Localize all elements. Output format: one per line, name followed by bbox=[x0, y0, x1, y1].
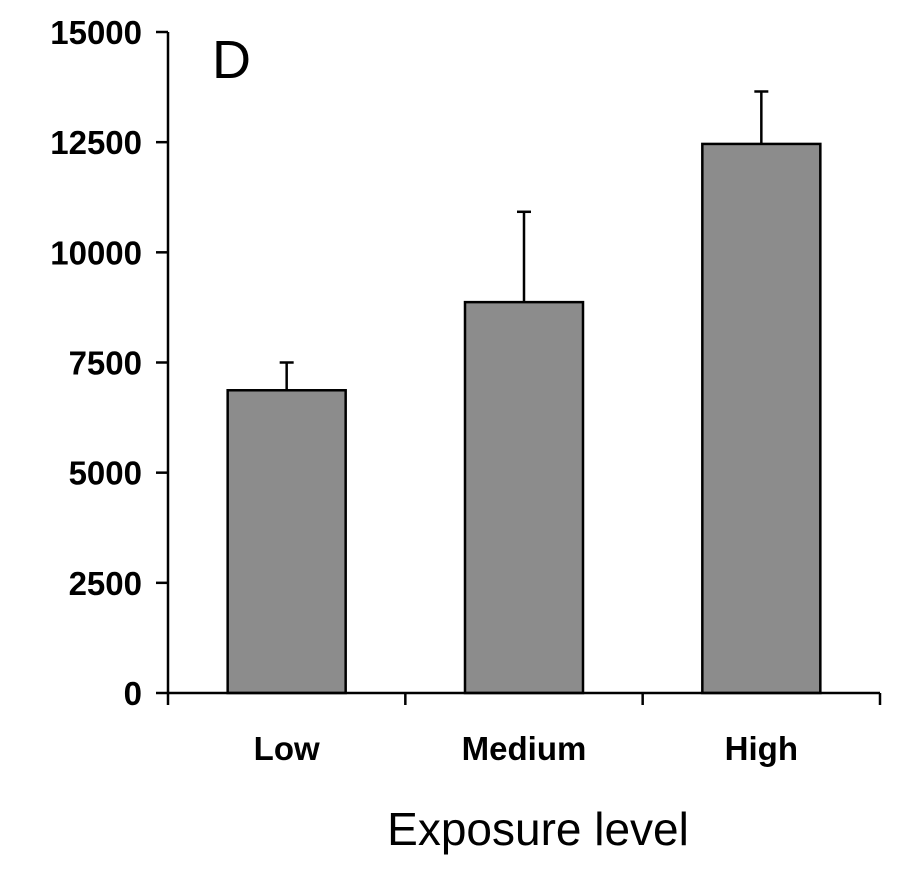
y-tick-label: 10000 bbox=[50, 234, 142, 271]
y-ticks: 0 2500 5000 7500 10000 12500 15000 bbox=[50, 14, 168, 712]
x-category-label: High bbox=[725, 730, 798, 767]
y-tick-label: 2500 bbox=[69, 565, 142, 602]
bar-low bbox=[226, 389, 347, 695]
y-tick-label: 15000 bbox=[50, 14, 142, 51]
x-category-label: Low bbox=[254, 730, 320, 767]
x-ticks: Low Medium High bbox=[166, 693, 882, 767]
panel-letter: D bbox=[212, 30, 251, 90]
bar-medium bbox=[463, 300, 585, 695]
bar-high bbox=[701, 142, 822, 695]
y-tick-label: 0 bbox=[124, 675, 142, 712]
x-axis-title: Exposure level bbox=[387, 803, 689, 855]
y-tick-label: 7500 bbox=[69, 345, 142, 382]
y-tick-label: 5000 bbox=[69, 455, 142, 492]
error-bars-layer bbox=[279, 90, 769, 391]
y-tick-label: 12500 bbox=[50, 124, 142, 161]
x-category-label: Medium bbox=[462, 730, 587, 767]
